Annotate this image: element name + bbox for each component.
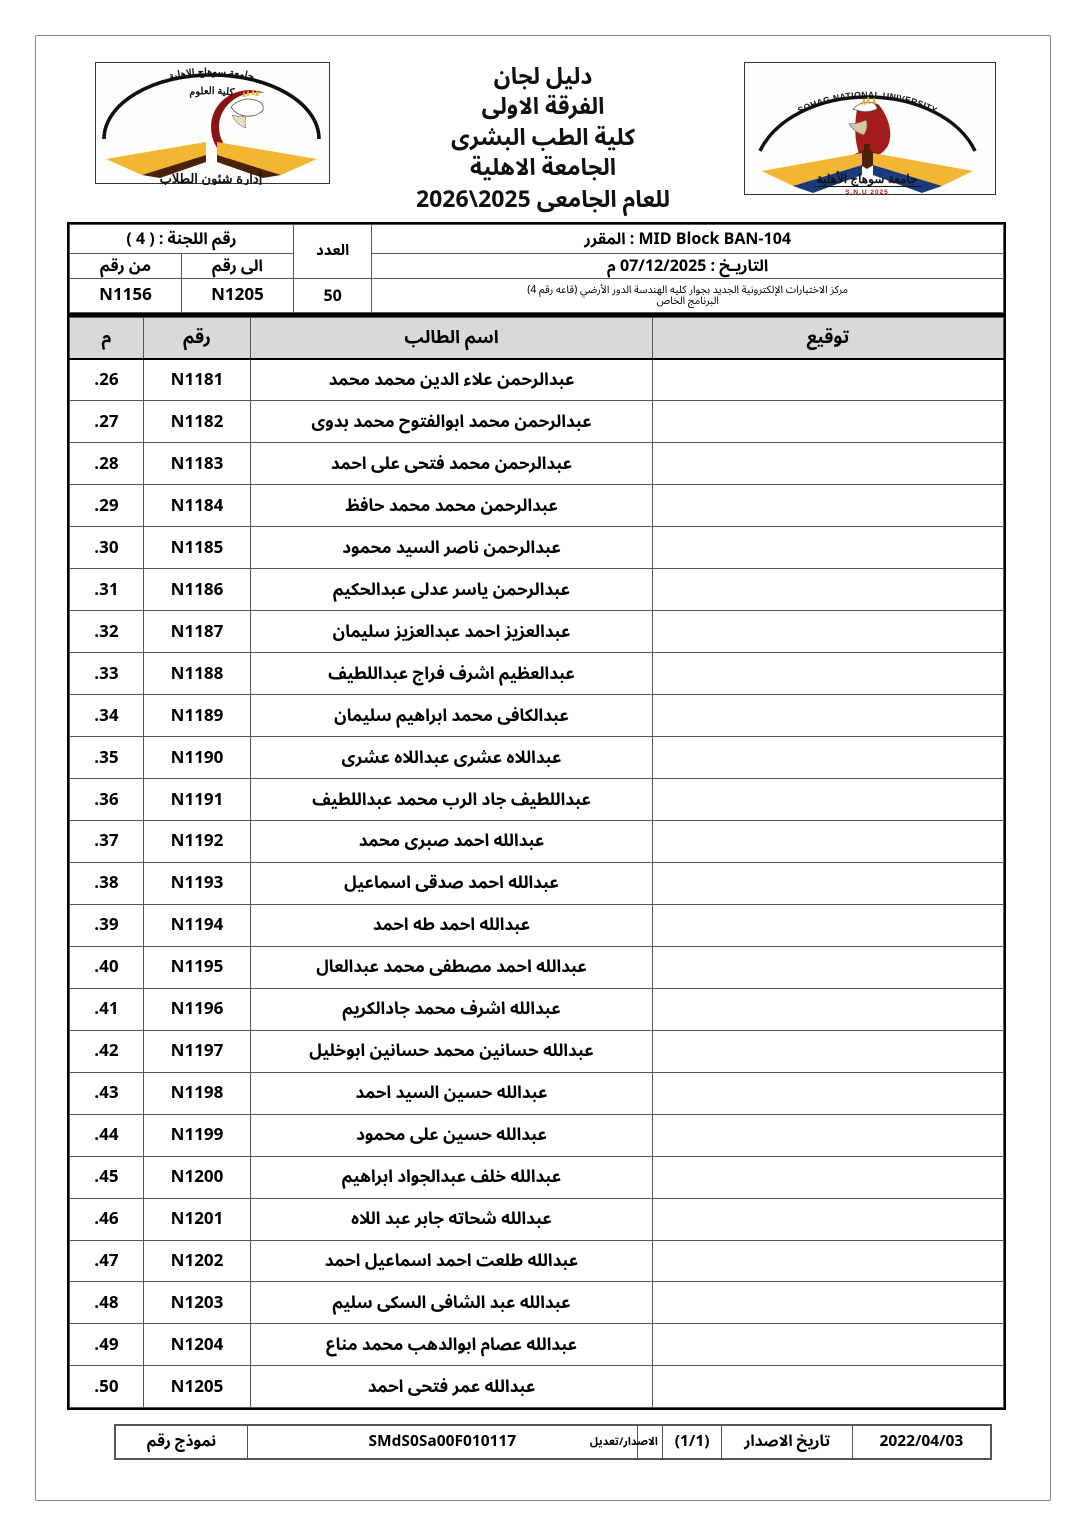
- svg-text:إدارة شئون الطلاب: إدارة شئون الطلاب: [160, 171, 263, 185]
- svg-text:كلية العلوم: كلية العلوم: [188, 86, 235, 99]
- svg-text:S.N.U 2025: S.N.U 2025: [845, 189, 889, 196]
- svg-text:جامعة سوهاج الاهلية: جامعة سوهاج الاهلية: [168, 67, 255, 83]
- svg-text:جامعة سوهاج الأهلية: جامعة سوهاج الأهلية: [817, 171, 918, 187]
